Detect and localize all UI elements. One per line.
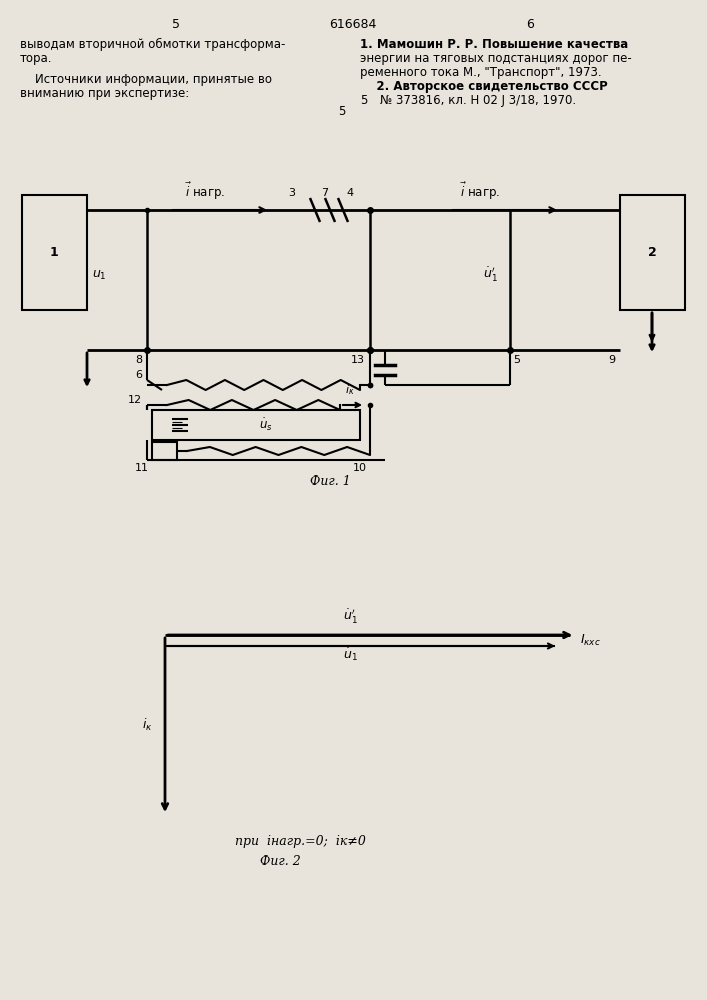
Text: вниманию при экспертизе:: вниманию при экспертизе:	[20, 87, 189, 100]
Text: тора.: тора.	[20, 52, 52, 65]
Text: 1. Мамошин Р. Р. Повышение качества: 1. Мамошин Р. Р. Повышение качества	[360, 38, 629, 51]
Text: 1: 1	[49, 246, 59, 259]
Text: энергии на тяговых подстанциях дорог пе-: энергии на тяговых подстанциях дорог пе-	[360, 52, 632, 65]
Text: выводам вторичной обмотки трансформа-: выводам вторичной обмотки трансформа-	[20, 38, 286, 51]
Text: 12: 12	[128, 395, 142, 405]
Text: 5: 5	[360, 94, 368, 107]
Text: 7: 7	[322, 188, 329, 198]
Text: 2. Авторское свидетельство СССР: 2. Авторское свидетельство СССР	[360, 80, 608, 93]
Text: $\dot{u}_1'$: $\dot{u}_1'$	[343, 608, 358, 626]
Text: 11: 11	[135, 463, 149, 473]
Text: 5: 5	[338, 105, 346, 118]
Text: 3: 3	[288, 188, 296, 198]
Text: ременного тока М., "Транспорт", 1973.: ременного тока М., "Транспорт", 1973.	[360, 66, 602, 79]
Text: Фиг. 2: Фиг. 2	[259, 855, 300, 868]
Text: 4: 4	[346, 188, 354, 198]
Text: 2: 2	[648, 246, 656, 259]
Text: 9: 9	[608, 355, 615, 365]
Text: $\vec{i}$ нагр.: $\vec{i}$ нагр.	[460, 181, 500, 202]
Bar	[152, 442, 177, 460]
Text: $I_{\kappa xc}$: $I_{\kappa xc}$	[580, 632, 601, 648]
Text: $\dot{u}_s$: $\dot{u}_s$	[259, 417, 273, 433]
Text: 10: 10	[353, 463, 367, 473]
Text: $i_\kappa$: $i_\kappa$	[142, 717, 153, 733]
Bar	[22, 195, 87, 310]
Text: 6: 6	[135, 370, 142, 380]
Bar	[152, 410, 360, 440]
Text: № 373816, кл. Н 02 J 3/18, 1970.: № 373816, кл. Н 02 J 3/18, 1970.	[380, 94, 576, 107]
Text: 13: 13	[351, 355, 365, 365]
Text: $\vec{i}$ нагр.: $\vec{i}$ нагр.	[185, 181, 226, 202]
Text: 5: 5	[172, 18, 180, 31]
Text: $i_\kappa$: $i_\kappa$	[345, 383, 355, 397]
Text: Источники информации, принятые во: Источники информации, принятые во	[20, 73, 272, 86]
Text: $\dot{u}_1'$: $\dot{u}_1'$	[483, 266, 498, 284]
Text: 5: 5	[513, 355, 520, 365]
Text: Фиг. 1: Фиг. 1	[310, 475, 351, 488]
Bar	[620, 195, 685, 310]
Text: 8: 8	[135, 355, 142, 365]
Text: 616684: 616684	[329, 18, 377, 31]
Text: при  iнагр.=0;  iк≠0: при iнагр.=0; iк≠0	[235, 835, 366, 848]
Text: 6: 6	[526, 18, 534, 31]
Text: $u_1$: $u_1$	[92, 268, 107, 282]
Text: $\dot{u}_1$: $\dot{u}_1$	[343, 646, 358, 663]
